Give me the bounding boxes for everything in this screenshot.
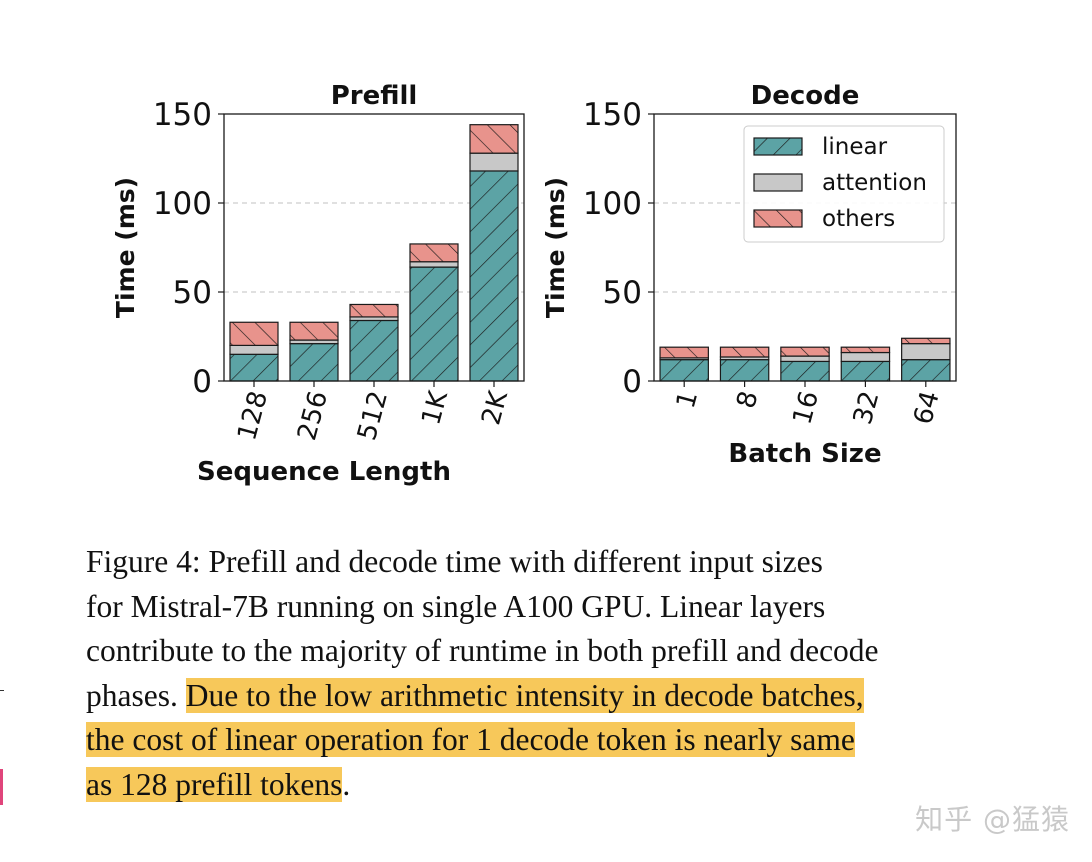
legend-label-linear: linear bbox=[822, 134, 888, 160]
chart-title: Decode bbox=[751, 81, 860, 111]
caption-line-1: Figure 4: Prefill and decode time with d… bbox=[86, 544, 823, 579]
legend-swatch-hatch-others bbox=[754, 210, 802, 227]
y-axis-label: Time (ms) bbox=[111, 177, 140, 318]
bar-hatch-others-8 bbox=[720, 347, 769, 357]
caption-line-4: phases. Due to the low arithmetic intens… bbox=[86, 674, 986, 719]
bar-hatch-linear-64 bbox=[901, 359, 950, 381]
bar-hatch-others-128 bbox=[230, 322, 278, 346]
x-tick-label: 64 bbox=[908, 388, 946, 428]
legend-swatch-attention bbox=[753, 173, 803, 192]
y-tick-label: 100 bbox=[583, 186, 642, 222]
y-axis-label: Time (ms) bbox=[541, 177, 570, 318]
legend-swatch-hatch-linear bbox=[754, 138, 802, 155]
x-tick-label: 128 bbox=[232, 388, 274, 444]
y-tick-label: 50 bbox=[603, 275, 642, 311]
bar-attention-32 bbox=[840, 351, 891, 363]
caption-line-2: for Mistral-7B running on single A100 GP… bbox=[86, 588, 826, 624]
bar-hatch-others-512 bbox=[350, 304, 398, 317]
bar-hatch-linear-16 bbox=[780, 361, 830, 381]
bar-attention-128 bbox=[229, 344, 279, 355]
y-tick-label: 0 bbox=[622, 364, 642, 400]
x-tick-label: 16 bbox=[787, 388, 825, 428]
axes-frame bbox=[653, 113, 957, 382]
caption-line-3: contribute to the majority of runtime in… bbox=[86, 633, 879, 668]
bar-hatch-linear-256 bbox=[290, 343, 338, 381]
decode-chart: 1 8 16 32 64 0 50 100 150 Decode Time (ms) Batch Si… bbox=[541, 81, 957, 469]
legend-label-others: others bbox=[822, 206, 895, 232]
axes-frame bbox=[223, 113, 525, 382]
caption-line-6: as 128 prefill tokens. bbox=[86, 763, 986, 808]
bar-attention-1K bbox=[409, 261, 459, 268]
caption-line-4-plain: phases. bbox=[86, 677, 186, 713]
bar-hatch-linear-512 bbox=[350, 320, 398, 381]
bar-attention-16 bbox=[780, 355, 830, 363]
chart-title: Prefill bbox=[331, 81, 418, 111]
caption-line-6-plain: . bbox=[342, 766, 351, 802]
x-tick-label: 1K bbox=[416, 387, 454, 428]
caption-line-5: the cost of linear operation for 1 decod… bbox=[86, 718, 986, 763]
margin-highlight-mark bbox=[0, 769, 3, 805]
x-tick-label: 256 bbox=[292, 388, 334, 444]
margin-tick bbox=[0, 690, 4, 691]
x-tick-label: 1 bbox=[671, 388, 704, 412]
watermark: 知乎 @猛猿 bbox=[915, 803, 1070, 836]
prefill-chart: 128 256 512 1K 2K 0 50 100 150 Prefill Time (ms) Se… bbox=[111, 81, 525, 487]
caption-highlight-2: the cost of linear operation for 1 decod… bbox=[86, 722, 855, 757]
bar-hatch-linear-2K bbox=[470, 170, 518, 381]
bar-attention-2K bbox=[469, 152, 519, 172]
bar-hatch-others-1 bbox=[660, 347, 709, 358]
figure-caption: Figure 4: Prefill and decode time with d… bbox=[86, 540, 986, 807]
y-tick-label: 50 bbox=[173, 275, 212, 311]
bar-hatch-linear-1K bbox=[410, 267, 458, 381]
x-tick-label: 512 bbox=[352, 388, 394, 444]
x-tick-label: 2K bbox=[476, 387, 514, 428]
y-tick-label: 100 bbox=[153, 186, 212, 222]
bar-hatch-others-64 bbox=[901, 338, 950, 344]
y-tick-label: 150 bbox=[583, 97, 642, 133]
bar-hatch-linear-1 bbox=[660, 359, 709, 381]
bar-attention-64 bbox=[901, 343, 951, 361]
bar-hatch-others-16 bbox=[780, 347, 830, 357]
bar-hatch-others-32 bbox=[841, 347, 890, 353]
caption-highlight-1: Due to the low arithmetic intensity in d… bbox=[185, 677, 864, 713]
x-tick-label: 8 bbox=[731, 388, 764, 412]
y-tick-label: 0 bbox=[192, 364, 212, 400]
bar-hatch-linear-32 bbox=[841, 361, 890, 381]
bar-hatch-others-2K bbox=[470, 124, 518, 154]
x-axis-label: Sequence Length bbox=[197, 457, 451, 487]
bar-hatch-others-256 bbox=[290, 322, 338, 341]
x-axis-label: Batch Size bbox=[728, 439, 881, 469]
y-tick-label: 150 bbox=[153, 97, 212, 133]
bar-hatch-linear-128 bbox=[230, 354, 278, 381]
legend-label-attention: attention bbox=[822, 170, 927, 196]
caption-highlight-3: as 128 prefill tokens bbox=[86, 766, 343, 802]
bar-hatch-others-1K bbox=[410, 243, 458, 262]
x-tick-label: 32 bbox=[848, 388, 886, 428]
bar-hatch-linear-8 bbox=[720, 359, 769, 381]
